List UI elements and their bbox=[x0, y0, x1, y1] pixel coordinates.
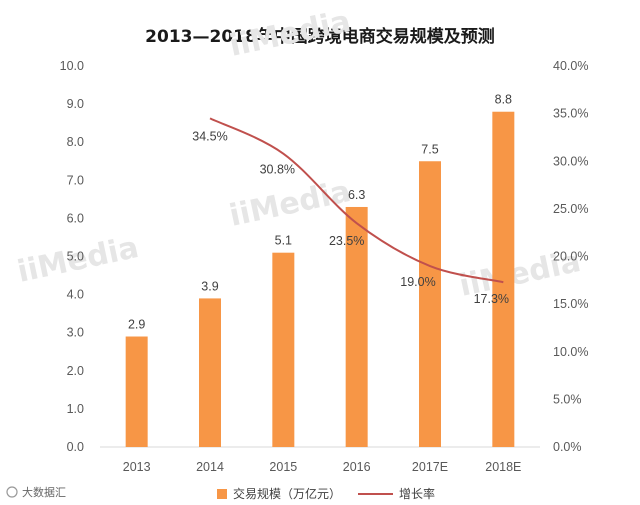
right-tick-label: 30.0% bbox=[553, 154, 588, 168]
right-tick-label: 20.0% bbox=[553, 250, 588, 264]
x-tick-label: 2013 bbox=[123, 460, 151, 474]
left-tick-label: 1.0 bbox=[67, 402, 84, 416]
right-tick-label: 25.0% bbox=[553, 202, 588, 216]
growth-value-label: 34.5% bbox=[192, 129, 227, 143]
left-tick-label: 9.0 bbox=[67, 97, 84, 111]
growth-value-label: 23.5% bbox=[329, 234, 364, 248]
bar-series bbox=[125, 111, 515, 447]
x-tick-label: 2016 bbox=[343, 460, 371, 474]
legend: 交易规模（万亿元） 增长率 bbox=[217, 486, 435, 501]
bar bbox=[419, 161, 441, 447]
bar-value-label: 3.9 bbox=[201, 279, 218, 293]
left-tick-label: 8.0 bbox=[67, 135, 84, 149]
right-tick-label: 15.0% bbox=[553, 297, 588, 311]
right-tick-label: 5.0% bbox=[553, 392, 582, 406]
bar bbox=[199, 298, 221, 447]
growth-value-label: 17.3% bbox=[474, 292, 509, 306]
x-tick-label: 2017E bbox=[412, 460, 448, 474]
growth-value-labels: 34.5% 30.8% 23.5% 19.0% 17.3% bbox=[192, 129, 509, 306]
bar bbox=[492, 111, 515, 447]
left-tick-label: 2.0 bbox=[67, 364, 84, 378]
bar-value-label: 2.9 bbox=[128, 318, 145, 332]
x-axis: 2013 2014 2015 2016 2017E 2018E bbox=[123, 460, 522, 474]
watermark-logo-0: iiMedia bbox=[226, 4, 353, 64]
left-tick-label: 7.0 bbox=[67, 173, 84, 187]
bottom-watermark: 大数据汇 bbox=[6, 485, 66, 499]
legend-line-label: 增长率 bbox=[399, 486, 435, 501]
right-y-axis: 0.0% 5.0% 10.0% 15.0% 20.0% 25.0% 30.0% 35.0% 40… bbox=[553, 59, 588, 454]
x-tick-label: 2014 bbox=[196, 460, 224, 474]
left-tick-label: 0.0 bbox=[67, 440, 84, 454]
legend-bar-label: 交易规模（万亿元） bbox=[233, 486, 341, 501]
chart-title: 2013—2018年中国跨境电商交易规模及预测 bbox=[145, 26, 495, 47]
right-tick-label: 35.0% bbox=[553, 107, 588, 121]
x-tick-label: 2018E bbox=[485, 460, 521, 474]
watermark-badge-icon bbox=[6, 486, 18, 498]
x-tick-label: 2015 bbox=[269, 460, 297, 474]
bar-value-labels: 2.9 3.9 5.1 6.3 7.5 8.8 bbox=[128, 93, 512, 332]
growth-line-series bbox=[209, 117, 504, 284]
bar bbox=[345, 206, 368, 447]
right-tick-label: 0.0% bbox=[553, 440, 582, 454]
left-y-axis: 0.0 1.0 2.0 3.0 4.0 5.0 6.0 7.0 8.0 9.0 10.0 bbox=[60, 59, 84, 454]
right-tick-label: 40.0% bbox=[553, 59, 588, 73]
bar bbox=[272, 252, 295, 447]
left-tick-label: 3.0 bbox=[67, 326, 84, 340]
bar-value-label: 7.5 bbox=[421, 142, 438, 156]
left-tick-label: 10.0 bbox=[60, 59, 84, 73]
right-tick-label: 10.0% bbox=[553, 345, 588, 359]
watermark-text: 大数据汇 bbox=[22, 485, 66, 499]
bar-value-label: 8.8 bbox=[495, 93, 512, 107]
bar-value-label: 6.3 bbox=[348, 188, 365, 202]
bar-value-label: 5.1 bbox=[275, 234, 292, 248]
legend-bar-swatch bbox=[217, 489, 227, 499]
left-tick-label: 6.0 bbox=[67, 211, 84, 225]
growth-value-label: 30.8% bbox=[260, 163, 295, 177]
growth-line bbox=[209, 117, 504, 284]
left-tick-label: 5.0 bbox=[67, 250, 84, 264]
bar bbox=[125, 336, 148, 447]
growth-value-label: 19.0% bbox=[400, 275, 435, 289]
left-tick-label: 4.0 bbox=[67, 288, 84, 302]
